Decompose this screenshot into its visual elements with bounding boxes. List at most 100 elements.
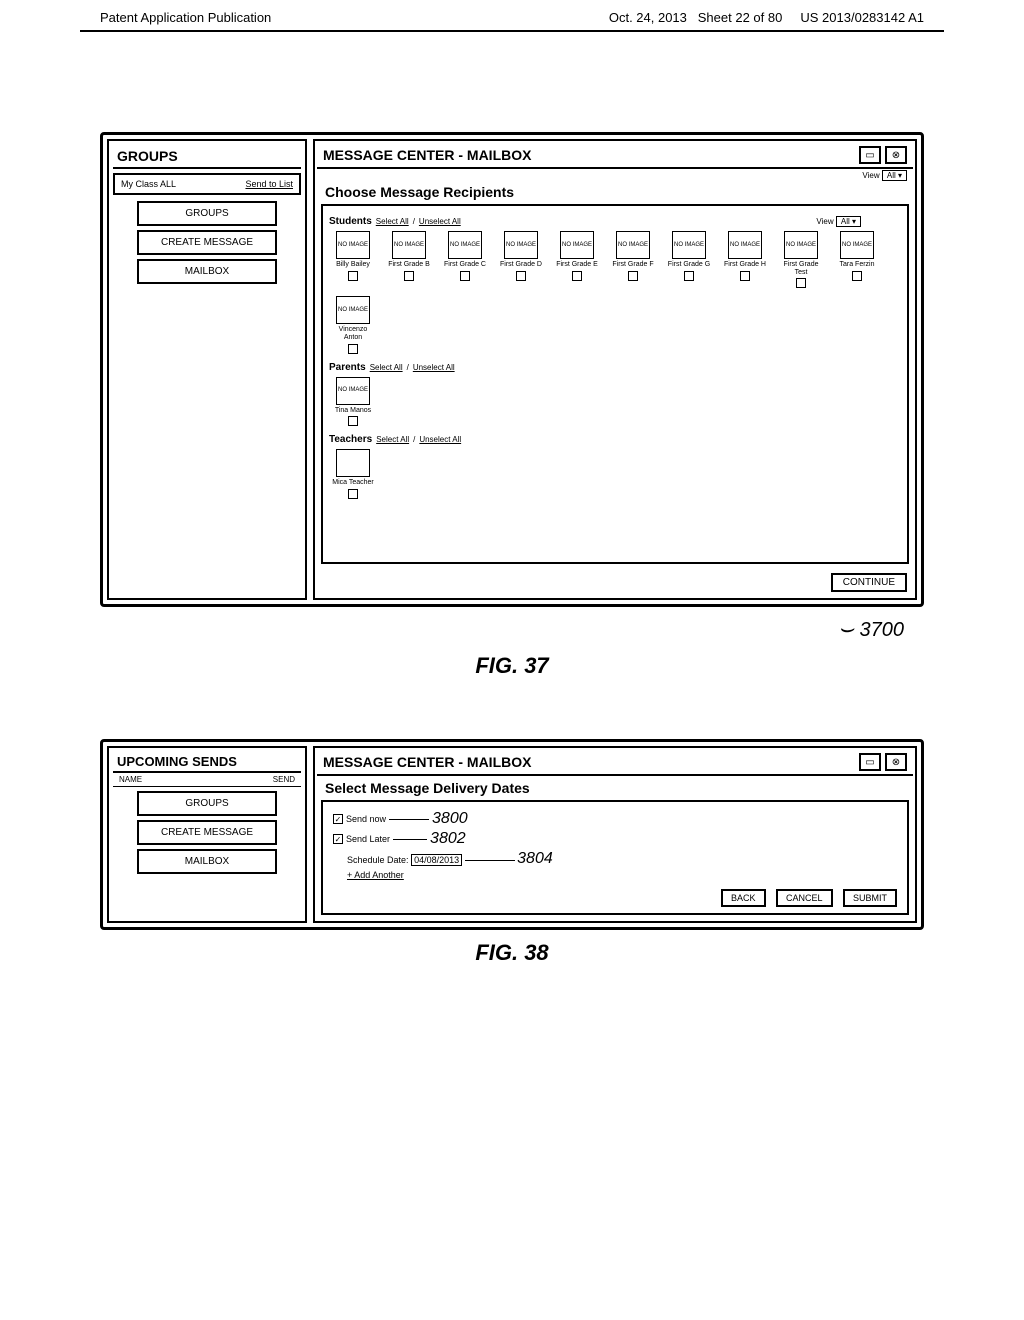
view-select[interactable]: All ▾ bbox=[882, 170, 907, 181]
recipient-item: NO IMAGEFirst Grade C bbox=[441, 231, 489, 288]
nav-create-message[interactable]: CREATE MESSAGE bbox=[137, 230, 277, 255]
recipient-checkbox[interactable] bbox=[740, 271, 750, 281]
recipients-box: Students Select All / Unselect All View … bbox=[321, 204, 909, 564]
message-center-panel-38: MESSAGE CENTER - MAILBOX ▭ ⊗ Select Mess… bbox=[313, 746, 917, 923]
recipient-item: NO IMAGE First Grade G bbox=[665, 231, 713, 288]
fig38-caption: FIG. 38 bbox=[0, 940, 1024, 966]
message-center-panel: MESSAGE CENTER - MAILBOX ▭ ⊗ View All ▾ … bbox=[313, 139, 917, 600]
recipient-checkbox[interactable] bbox=[684, 271, 694, 281]
recipient-item: NO IMAGEFirst Grade D bbox=[497, 231, 545, 288]
recipient-checkbox[interactable] bbox=[348, 489, 358, 499]
nav-groups[interactable]: GROUPS bbox=[137, 201, 277, 226]
groups-panel: GROUPS My Class ALL Send to List GROUPS … bbox=[107, 139, 307, 600]
recipient-name: First Grade B bbox=[385, 261, 433, 269]
send-to-list-link[interactable]: Send to List bbox=[245, 179, 293, 189]
recipient-name: First Grade C bbox=[441, 261, 489, 269]
send-now-checkbox[interactable]: ✓ bbox=[333, 814, 343, 824]
recipient-item: NO IMAGE Billy Bailey bbox=[329, 231, 377, 288]
close-icon[interactable]: ⊗ bbox=[885, 146, 907, 164]
recipient-item: NO IMAGEFirst Grade F bbox=[609, 231, 657, 288]
ref-3700: ⌣ 3700 bbox=[100, 615, 904, 643]
parents-unselect-all[interactable]: Unselect All bbox=[413, 363, 455, 372]
nav-groups-38[interactable]: GROUPS bbox=[137, 791, 277, 816]
no-image-placeholder: NO IMAGE bbox=[672, 231, 706, 259]
teachers-grid: Mica Teacher bbox=[329, 449, 901, 499]
delivery-dates-title: Select Message Delivery Dates bbox=[317, 776, 913, 800]
recipient-checkbox[interactable] bbox=[852, 271, 862, 281]
recipient-name: First Grade Test bbox=[777, 261, 825, 276]
recipient-name: Billy Bailey bbox=[329, 261, 377, 269]
recipient-checkbox[interactable] bbox=[348, 271, 358, 281]
message-center-header: MESSAGE CENTER - MAILBOX ▭ ⊗ bbox=[317, 143, 913, 169]
students-select-all[interactable]: Select All bbox=[376, 217, 409, 226]
recipient-name: Vincenzo Anton bbox=[329, 326, 377, 341]
ref-3804: 3804 bbox=[517, 850, 553, 867]
recipient-checkbox[interactable] bbox=[348, 416, 358, 426]
teachers-select-all[interactable]: Select All bbox=[376, 435, 409, 444]
nav-mailbox-38[interactable]: MAILBOX bbox=[137, 849, 277, 874]
name-send-header: NAME SEND bbox=[113, 773, 301, 787]
students-unselect-all[interactable]: Unselect All bbox=[419, 217, 461, 226]
cancel-button[interactable]: CANCEL bbox=[776, 889, 833, 907]
recipient-checkbox[interactable] bbox=[516, 271, 526, 281]
recipient-name: Tina Manos bbox=[329, 407, 377, 415]
teachers-unselect-all[interactable]: Unselect All bbox=[419, 435, 461, 444]
no-image-placeholder: NO IMAGE bbox=[504, 231, 538, 259]
no-image-placeholder: NO IMAGE bbox=[336, 231, 370, 259]
window-icon[interactable]: ▭ bbox=[859, 146, 881, 164]
recipient-name: First Grade G bbox=[665, 261, 713, 269]
send-later-row: ✓ Send Later 3802 bbox=[333, 830, 897, 848]
my-class-label: My Class ALL bbox=[121, 179, 176, 189]
page-header: Patent Application Publication Oct. 24, … bbox=[0, 0, 1024, 30]
recipient-checkbox[interactable] bbox=[572, 271, 582, 281]
message-center-title-38: MESSAGE CENTER - MAILBOX bbox=[323, 754, 531, 770]
message-center-header-38: MESSAGE CENTER - MAILBOX ▭ ⊗ bbox=[317, 750, 913, 776]
schedule-date-row: Schedule Date: 04/08/2013 3804 bbox=[347, 850, 897, 868]
students-view-select[interactable]: All ▾ bbox=[836, 216, 861, 227]
delivery-box: ✓ Send now 3800 ✓ Send Later 3802 Schedu… bbox=[321, 800, 909, 915]
no-image-placeholder bbox=[336, 449, 370, 477]
parents-section-header: Parents Select All / Unselect All bbox=[329, 362, 901, 373]
add-another-link[interactable]: + Add Another bbox=[347, 870, 897, 880]
fig37-caption: FIG. 37 bbox=[0, 653, 1024, 679]
header-left: Patent Application Publication bbox=[100, 10, 271, 25]
no-image-placeholder: NO IMAGE bbox=[616, 231, 650, 259]
window-icon-38[interactable]: ▭ bbox=[859, 753, 881, 771]
header-rule bbox=[80, 30, 944, 32]
parents-select-all[interactable]: Select All bbox=[370, 363, 403, 372]
recipient-checkbox[interactable] bbox=[404, 271, 414, 281]
recipient-item: NO IMAGE First Grade E bbox=[553, 231, 601, 288]
nav-create-message-38[interactable]: CREATE MESSAGE bbox=[137, 820, 277, 845]
recipient-item: NO IMAGE Vincenzo Anton bbox=[329, 296, 377, 353]
ref-3802: 3802 bbox=[430, 830, 466, 848]
recipient-checkbox[interactable] bbox=[628, 271, 638, 281]
parents-grid: NO IMAGETina Manos bbox=[329, 377, 901, 427]
recipient-checkbox[interactable] bbox=[460, 271, 470, 281]
back-button[interactable]: BACK bbox=[721, 889, 766, 907]
schedule-date-input[interactable]: 04/08/2013 bbox=[411, 854, 462, 866]
ref-3800: 3800 bbox=[432, 810, 468, 828]
continue-button[interactable]: CONTINUE bbox=[831, 573, 907, 592]
no-image-placeholder: NO IMAGE bbox=[336, 296, 370, 324]
recipient-checkbox[interactable] bbox=[796, 278, 806, 288]
send-later-checkbox[interactable]: ✓ bbox=[333, 834, 343, 844]
recipient-item: Mica Teacher bbox=[329, 449, 377, 499]
no-image-placeholder: NO IMAGE bbox=[392, 231, 426, 259]
recipient-item: NO IMAGEFirst Grade Test bbox=[777, 231, 825, 288]
recipient-name: Tara Ferzin bbox=[833, 261, 881, 269]
recipient-name: First Grade H bbox=[721, 261, 769, 269]
students-grid: NO IMAGEBilly BaileyNO IMAGEFirst Grade … bbox=[329, 231, 901, 354]
recipient-name: First Grade E bbox=[553, 261, 601, 269]
submit-button[interactable]: SUBMIT bbox=[843, 889, 897, 907]
recipient-item: NO IMAGETina Manos bbox=[329, 377, 377, 427]
recipient-name: Mica Teacher bbox=[329, 479, 377, 487]
no-image-placeholder: NO IMAGE bbox=[560, 231, 594, 259]
nav-mailbox[interactable]: MAILBOX bbox=[137, 259, 277, 284]
recipient-checkbox[interactable] bbox=[348, 344, 358, 354]
my-class-row[interactable]: My Class ALL Send to List bbox=[113, 173, 301, 195]
figure-37-container: GROUPS My Class ALL Send to List GROUPS … bbox=[100, 132, 924, 643]
header-right: Oct. 24, 2013 Sheet 22 of 80 US 2013/028… bbox=[609, 10, 924, 25]
close-icon-38[interactable]: ⊗ bbox=[885, 753, 907, 771]
view-all-row: View All ▾ bbox=[317, 171, 913, 180]
recipient-item: NO IMAGETara Ferzin bbox=[833, 231, 881, 288]
